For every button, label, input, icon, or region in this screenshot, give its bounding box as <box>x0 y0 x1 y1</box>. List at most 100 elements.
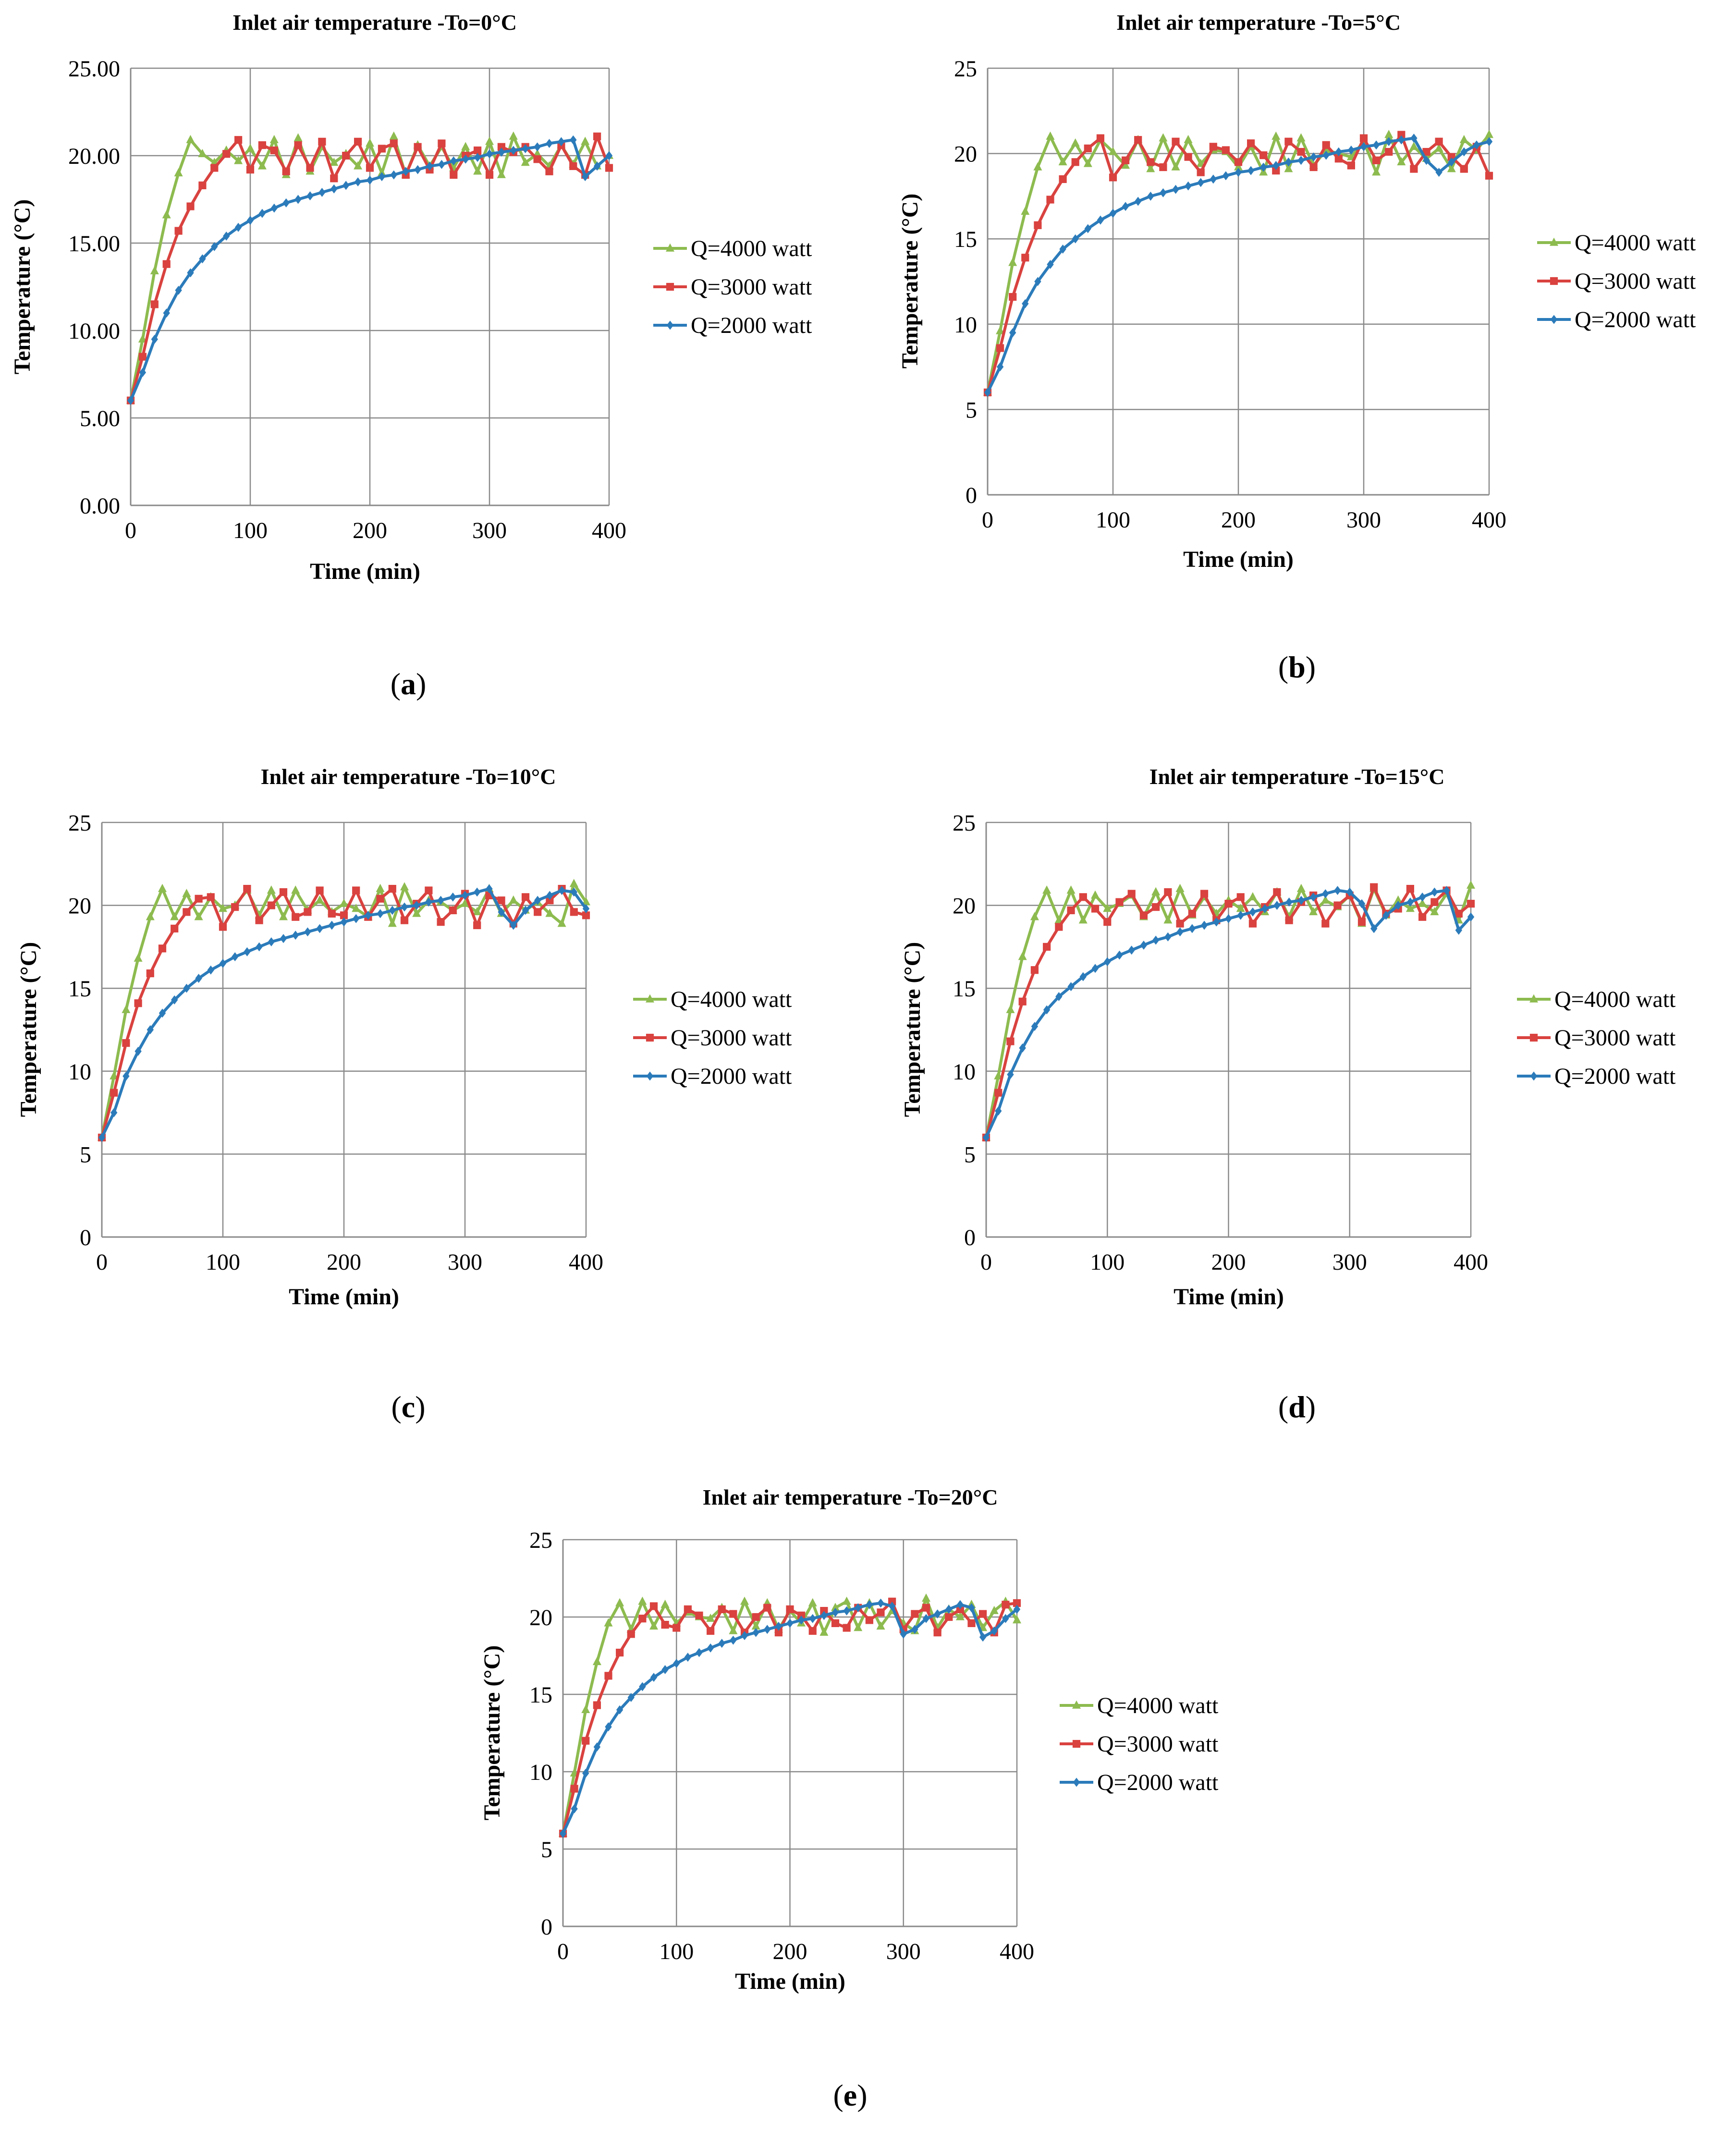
y-tick-label: 10 <box>953 1059 976 1085</box>
data-point <box>510 146 517 155</box>
data-point <box>234 136 243 144</box>
data-point <box>545 167 553 175</box>
data-point <box>246 166 255 174</box>
panel-caption: (c) <box>391 1390 425 1424</box>
x-tick-label: 400 <box>1472 507 1506 533</box>
data-point <box>1398 135 1405 145</box>
data-point <box>352 886 360 894</box>
data-point <box>1236 904 1245 912</box>
data-point <box>854 1623 863 1631</box>
data-point <box>1055 992 1063 1001</box>
data-point <box>1034 221 1042 229</box>
data-point <box>855 1603 862 1613</box>
data-point <box>450 156 457 166</box>
data-point <box>558 886 565 895</box>
data-point <box>163 308 170 318</box>
data-point <box>461 142 470 150</box>
x-tick-label: 0 <box>982 507 993 533</box>
data-point <box>1002 1601 1010 1609</box>
data-point <box>1079 972 1087 981</box>
data-point <box>1370 883 1378 891</box>
data-point <box>1188 909 1196 918</box>
data-point <box>270 203 278 213</box>
data-point <box>1297 156 1305 165</box>
data-point <box>605 1722 612 1732</box>
data-point <box>696 1648 703 1657</box>
legend-label: Q=3000 watt <box>1575 269 1696 294</box>
data-point <box>376 894 384 903</box>
data-point <box>945 1605 953 1614</box>
data-point <box>187 268 194 278</box>
data-point <box>1467 912 1475 922</box>
data-point <box>1176 927 1184 937</box>
data-point <box>425 897 432 907</box>
x-axis-label: Time (min) <box>310 559 420 584</box>
data-point <box>1485 137 1493 147</box>
data-point <box>605 164 613 172</box>
data-point <box>1222 171 1230 181</box>
series-q2000 <box>982 886 1475 1142</box>
y-tick-label: 15 <box>68 976 91 1002</box>
legend: Q=4000 watt Q=3000 watt Q=2000 watt <box>1060 1693 1219 1795</box>
data-point <box>1321 895 1330 904</box>
legend-marker <box>1529 1033 1538 1042</box>
y-axis-label: Temperature (°C) <box>10 199 35 374</box>
data-point <box>1152 903 1160 911</box>
x-tick-label: 300 <box>886 1939 921 1964</box>
data-point <box>911 1610 919 1618</box>
data-point <box>1059 245 1066 254</box>
data-point <box>1103 918 1112 926</box>
data-point <box>1046 196 1054 204</box>
data-point <box>1159 133 1168 142</box>
data-point <box>461 898 469 907</box>
data-point <box>876 1621 885 1630</box>
y-tick-label: 15 <box>529 1682 552 1708</box>
data-point <box>462 154 469 164</box>
data-point <box>820 1607 828 1615</box>
data-point <box>649 1621 658 1630</box>
legend-marker <box>1550 237 1558 246</box>
legend-marker <box>646 1071 654 1081</box>
data-point <box>843 1606 850 1616</box>
data-point <box>342 181 350 190</box>
data-point <box>934 1609 941 1619</box>
data-point <box>1116 950 1123 960</box>
x-tick-label: 0 <box>125 518 136 543</box>
data-point <box>1115 898 1124 906</box>
x-tick-label: 100 <box>1096 507 1130 533</box>
data-point <box>159 1008 166 1018</box>
data-point <box>1297 147 1305 156</box>
data-point <box>1322 141 1330 149</box>
data-point <box>414 165 421 174</box>
data-point <box>1394 895 1403 904</box>
data-point <box>1248 892 1257 901</box>
data-point <box>330 158 339 166</box>
data-point <box>1184 153 1192 161</box>
y-tick-label: 20 <box>68 894 91 919</box>
data-point <box>1091 890 1100 899</box>
data-point <box>1013 1599 1021 1607</box>
data-point <box>316 924 323 933</box>
y-tick-label: 15.00 <box>68 231 120 257</box>
data-point <box>967 1619 976 1627</box>
data-point <box>449 906 457 915</box>
data-point <box>1284 164 1293 172</box>
data-point <box>279 888 288 896</box>
data-point <box>127 396 134 405</box>
data-point <box>1034 277 1041 286</box>
data-point <box>354 161 363 170</box>
data-point <box>809 1614 816 1623</box>
data-point <box>390 139 398 147</box>
data-point <box>968 1603 975 1613</box>
data-point <box>1431 887 1438 897</box>
data-point <box>376 883 385 892</box>
y-tick-label: 5 <box>80 1142 91 1167</box>
y-tick-label: 5 <box>541 1837 552 1862</box>
data-point <box>1067 906 1075 915</box>
x-tick-label: 300 <box>1346 507 1381 533</box>
data-point <box>316 886 324 894</box>
data-point <box>1078 915 1088 924</box>
data-point <box>1200 890 1209 898</box>
data-point <box>786 1618 794 1628</box>
legend-marker <box>1072 1740 1081 1748</box>
